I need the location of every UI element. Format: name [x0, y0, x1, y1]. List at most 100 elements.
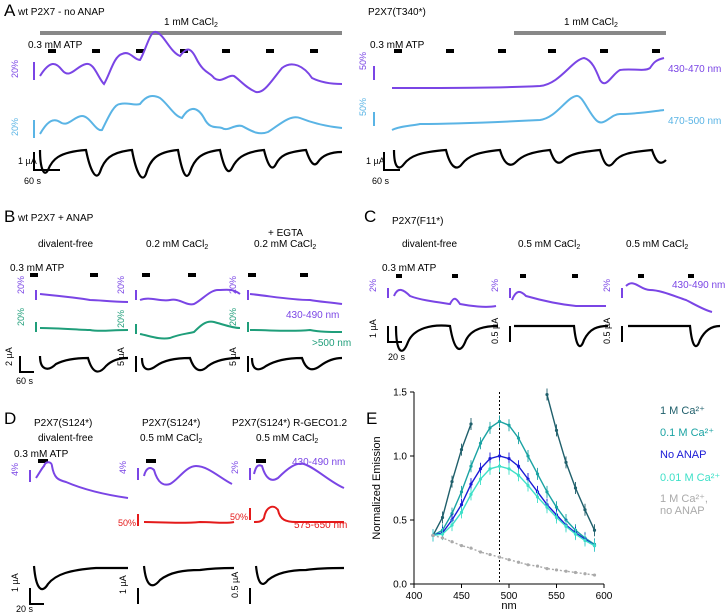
scale-b3-purple-label: 20% [228, 276, 238, 294]
chart-data-point [573, 570, 578, 575]
trace-c3-purple [625, 282, 713, 313]
trace-a-current-left [38, 148, 343, 179]
panel-e-letter: E [366, 409, 377, 428]
trace-c3-current [628, 324, 721, 348]
chart-data-point [497, 454, 502, 458]
chart-data-point [431, 533, 435, 537]
scale-b2-green-label: 20% [116, 310, 126, 328]
panel-e-chart: E 400 450 500 550 600 0.0 0.5 1.0 1.5 1 M Ca²⁺ 0.… [366, 388, 720, 613]
chart-x-tick-label: 400 [406, 591, 423, 602]
chart-data-point [564, 460, 568, 464]
chart-data-point [450, 480, 454, 484]
panel-a: A wt P2X7 - no ANAP P2X7(T340*) 1 mM CaC… [4, 1, 721, 186]
scale-c3-purple-label: 2% [602, 279, 612, 292]
trace-b2-green [139, 320, 241, 340]
trace-a-purple-right [391, 56, 665, 89]
scale-d3-purple-label: 2% [230, 461, 240, 474]
scale-a-time-label: 60 s [24, 176, 42, 186]
scale-c-time: 20 s [388, 352, 406, 362]
chart-legend: 1 M Ca²⁺ 0.1 M Ca²⁺ No ANAP 0.01 M Ca²⁺ 1 M … [660, 405, 720, 517]
trace-d1-purple [35, 461, 129, 499]
chart-axes: 400 450 500 550 600 0.0 0.5 1.0 1.5 [393, 388, 613, 603]
trace-c2-current [514, 324, 609, 348]
scale-a-right-blue-label: 50% [358, 98, 368, 116]
chart-data-point [592, 528, 597, 532]
atp-label-b: 0.3 mM ATP [10, 263, 65, 274]
panel-b-cond-2: 0.2 mM CaCl2 [146, 239, 208, 251]
chart-data-point [545, 392, 549, 397]
scale-d2-current-label: 1 µA [118, 575, 128, 594]
chart-data-point [469, 464, 473, 468]
chart-x-tick-label: 450 [453, 591, 470, 602]
chart-data-point [592, 544, 597, 548]
atp-label-a-left: 0.3 mM ATP [28, 40, 83, 51]
panel-d-title-3: P2X7(S124*) R-GECO1.2 [232, 418, 347, 429]
panel-b: B wt P2X7 + ANAP divalent-free 0.2 mM Ca… [4, 207, 351, 386]
scale-d1-current-label: 1 µA [10, 573, 20, 592]
chart-data-point [516, 464, 521, 468]
chart-data-point [583, 572, 587, 576]
trace-b3-purple [249, 293, 343, 305]
chart-data-point [516, 473, 521, 477]
trace-d3-red [253, 505, 344, 523]
chart-data-point [469, 422, 473, 426]
scale-c2-current-label: 0.5 µA [490, 318, 500, 344]
scale-a-current-label: 1 µA [18, 156, 37, 166]
chart-data-point [497, 464, 502, 468]
chart-data-point [554, 505, 559, 509]
chart-data-point [440, 536, 445, 540]
wavelength-b-2: >500 nm [312, 338, 351, 349]
panel-b-cond-3b: 0.2 mM CaCl2 [254, 239, 316, 251]
panel-d-letter: D [4, 409, 16, 428]
wavelength-b-1: 430-490 nm [286, 310, 339, 321]
chart-data-point [526, 483, 530, 488]
trace-a-blue-right [391, 94, 665, 131]
trace-a-purple-left [39, 30, 343, 94]
panel-b-letter: B [4, 207, 15, 226]
scale-d2-red-label: 50% [118, 518, 136, 528]
chart-data-point [554, 568, 559, 572]
trace-b3-current [250, 356, 343, 371]
chart-data-point [459, 448, 464, 452]
chart-data-point [497, 419, 502, 424]
chart-data-point [535, 495, 540, 499]
chart-y-tick-label: 1.0 [393, 452, 407, 463]
chart-x-tick-label: 600 [596, 591, 613, 602]
panel-b-cond-1: divalent-free [38, 239, 93, 250]
trace-a-current-right [392, 148, 667, 169]
trace-b1-green [39, 327, 129, 332]
trace-d1-current [32, 565, 128, 591]
trace-c2-purple [511, 290, 606, 307]
chart-data-point [507, 558, 511, 562]
trace-c1-current [394, 324, 499, 352]
chart-data-point [564, 569, 568, 573]
chart-data-point [478, 467, 483, 471]
scale-a-right-current-label: 1 µA [366, 156, 385, 166]
panel-a-left-title: wt P2X7 - no ANAP [17, 7, 105, 18]
wavelength-a-2: 470-500 nm [668, 116, 721, 127]
panel-c-letter: C [364, 207, 376, 226]
scale-c1-current [387, 326, 402, 343]
trace-b1-purple [39, 293, 129, 303]
chart-y-tick-label: 0.0 [393, 580, 407, 591]
trace-b2-purple [139, 288, 241, 306]
panel-b-title: wt P2X7 + ANAP [17, 213, 94, 224]
chart-data-point [573, 532, 578, 536]
panel-d-cond-3: 0.5 mM CaCl2 [256, 433, 318, 445]
panel-c-cond-3: 0.5 mM CaCl2 [626, 239, 688, 251]
scale-c1-current-label: 1 µA [368, 319, 378, 338]
scale-b-time: 60 s [16, 376, 34, 386]
chart-series [431, 388, 597, 577]
scale-a-right-current [383, 152, 400, 171]
chart-data-point [488, 456, 492, 461]
chart-data-point [478, 441, 483, 445]
chart-data-point [526, 477, 530, 481]
scale-a-current [33, 152, 60, 171]
scale-c1-purple-label: 2% [368, 279, 378, 292]
scale-a-blue-label: 20% [10, 118, 20, 136]
trace-c1-purple [393, 289, 497, 308]
chart-data-point [450, 523, 454, 527]
chart-data-point [535, 472, 540, 476]
chart-data-point [516, 436, 521, 440]
chart-x-tick-label: 550 [548, 591, 565, 602]
